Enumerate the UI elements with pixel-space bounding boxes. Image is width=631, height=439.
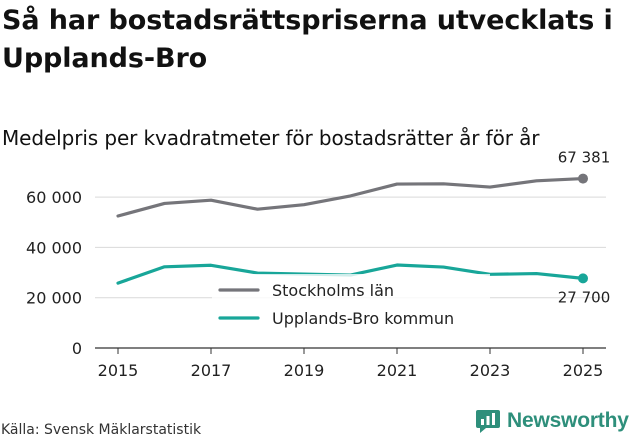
end-labels: 67 381 27 700: [558, 150, 611, 306]
series-end-point: [578, 173, 588, 184]
y-tick-label: 60 000: [26, 188, 82, 207]
chart-subtitle: Medelpris per kvadratmeter för bostadsrä…: [2, 126, 540, 150]
axes: 0 20 000 40 000 60 000 2015 2017 2019 2021 2023 2…: [26, 188, 603, 380]
y-tick-label: 0: [72, 339, 82, 358]
y-tick-label: 40 000: [26, 238, 82, 257]
x-tick-label: 2015: [98, 361, 139, 380]
x-tick-label: 2021: [377, 361, 418, 380]
legend-label: Upplands-Bro kommun: [272, 309, 454, 328]
chart-title: Så har bostadsrättspriserna utvecklats i…: [2, 5, 613, 74]
newsworthy-logo-icon: [476, 410, 500, 433]
brand-logo[interactable]: Newsworthy: [475, 408, 629, 434]
series-lines: [116, 173, 588, 285]
end-value-label: 67 381: [558, 150, 611, 167]
x-tick-label: 2023: [470, 361, 511, 380]
x-tick-label: 2025: [563, 361, 604, 380]
line-chart: 0 20 000 40 000 60 000 2015 2017 2019 2021 2023 2…: [26, 150, 611, 380]
end-value-label: 27 700: [558, 288, 611, 306]
brand-name: Newsworthy: [507, 409, 629, 432]
y-tick-label: 20 000: [26, 289, 82, 308]
legend-label: Stockholms län: [272, 281, 394, 300]
legend: Stockholms län Upplands-Bro kommun: [212, 274, 490, 336]
series-end-point: [578, 273, 588, 284]
series-line-stockholms-lan: [116, 176, 585, 218]
x-tick-label: 2017: [191, 361, 232, 380]
grid-lines: [95, 196, 606, 349]
legend-background: [212, 274, 490, 336]
source-note: Källa: Svensk Mäklarstatistik: [1, 422, 202, 438]
x-tick-label: 2019: [284, 361, 325, 380]
